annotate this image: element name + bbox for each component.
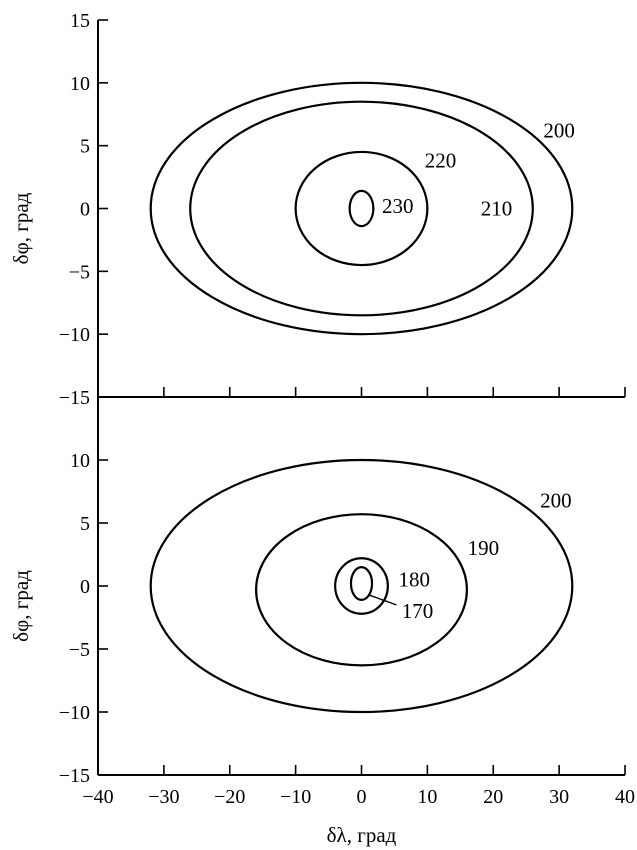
y-tick-label: −5: [69, 639, 90, 661]
leader-line-170: [368, 594, 397, 606]
contour-180: [334, 557, 389, 615]
y-tick-label: 0: [80, 576, 90, 598]
bottom-panel: 10 5 0 −5 −10 −15−40 −30 −20 −10 0 10 20 30 40 δφ, гра…: [9, 396, 635, 847]
contour-230: [348, 189, 375, 228]
y-axis-title: δφ, град: [9, 192, 33, 264]
x-tick-label: 20: [483, 786, 503, 808]
contour-label-190: 190: [468, 536, 500, 560]
y-tick-label: 10: [70, 450, 90, 472]
x-tick-label: 10: [417, 786, 437, 808]
y-tick-label: 0: [80, 199, 90, 221]
y-tick-label: 5: [80, 513, 90, 535]
x-tick-label: 0: [357, 786, 367, 808]
x-tick-label: 40: [615, 786, 635, 808]
contour-label-210: 210: [481, 197, 513, 221]
contour-200: [149, 458, 574, 714]
y-tick-label: −10: [59, 324, 90, 346]
contour-220: [294, 150, 429, 267]
x-tick-label: 30: [549, 786, 569, 808]
contour-190: [255, 513, 469, 667]
contour-label-170: 170: [402, 599, 434, 623]
contour-label-230: 230: [382, 194, 414, 218]
y-tick-label: −15: [59, 387, 90, 409]
y-tick-label: −15: [59, 765, 90, 787]
y-tick-label: −10: [59, 702, 90, 724]
y-tick-label: 10: [70, 73, 90, 95]
contour-label-200: 200: [543, 119, 575, 143]
contour-210: [189, 100, 534, 317]
x-tick-label: −30: [148, 786, 179, 808]
y-tick-label: 5: [80, 136, 90, 158]
contour-label-200: 200: [540, 488, 572, 512]
top-panel: 15 10 5 0 −5 −10 −15 δφ, град 200 220 210 230: [9, 10, 626, 409]
x-tick-label: −20: [214, 786, 245, 808]
y-tick-label: −5: [69, 261, 90, 283]
y-tick-label: 15: [70, 10, 90, 32]
x-axis-title: δλ, град: [327, 823, 397, 847]
x-tick-label: −10: [280, 786, 311, 808]
contour-label-220: 220: [425, 149, 457, 173]
contour-200: [149, 81, 574, 336]
contour-label-180: 180: [398, 568, 430, 592]
contour-170: [349, 565, 374, 601]
y-axis-title: δφ, град: [9, 570, 33, 642]
x-tick-label: −40: [82, 786, 113, 808]
